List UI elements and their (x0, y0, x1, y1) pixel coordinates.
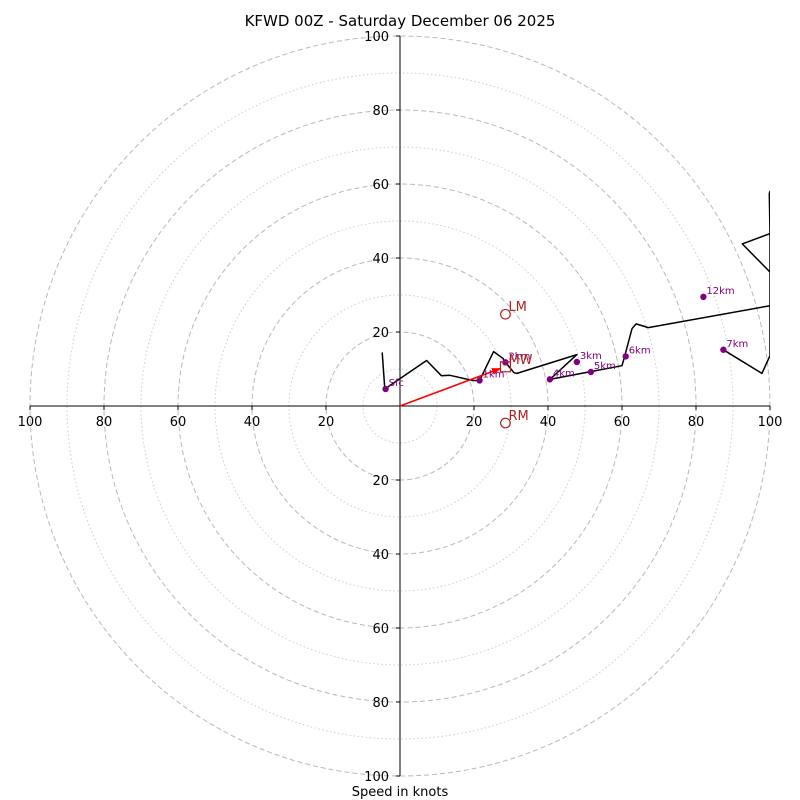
x-tick-label: 100 (18, 415, 43, 430)
storm-motion-mw: MW (499, 353, 533, 373)
y-tick-label: 40 (372, 548, 389, 563)
height-marker-dot (546, 376, 554, 383)
height-marker-dot (382, 385, 389, 393)
tick-labels: 100 100 80 80 60 60 40 40 20 20 20 20 40 40 60 60 80 80 10… (18, 30, 783, 785)
height-marker-label: 2km (508, 351, 530, 362)
hodograph-trace-group (381, 190, 770, 407)
height-marker: 5km (587, 361, 616, 376)
height-marker-dot (720, 346, 727, 353)
height-marker-dot (573, 358, 581, 366)
x-tick-label: 20 (318, 415, 335, 430)
shear-vector (399, 367, 502, 407)
height-marker: 1km (476, 369, 505, 384)
x-tick-label: 40 (540, 415, 557, 430)
storm-motion-label: MW (508, 353, 532, 368)
y-tick-label: 100 (364, 770, 389, 785)
height-marker-label: Sfc (389, 378, 404, 389)
height-marker: Sfc (382, 378, 404, 393)
y-tick-label: 80 (372, 104, 389, 119)
storm-motion-rm: RM (500, 409, 529, 429)
x-axis-label: Speed in knots (352, 785, 449, 800)
height-marker-dot (587, 368, 595, 376)
height-marker-label: 1km (483, 369, 505, 380)
y-tick-label: 20 (372, 326, 389, 341)
height-marker: 3km (573, 351, 602, 366)
height-marker-label: 3km (580, 351, 602, 362)
y-tick-label: 20 (372, 474, 389, 489)
height-marker-label: 4km (553, 368, 575, 379)
y-tick-label: 40 (372, 252, 389, 267)
storm-motions: LM MW RM (499, 300, 533, 429)
x-tick-label: 60 (614, 415, 631, 430)
storm-motion-marker (499, 361, 512, 373)
height-marker-label: 12km (706, 286, 734, 297)
height-marker-dot (700, 293, 707, 301)
storm-motion-label: RM (508, 409, 528, 424)
x-tick-label: 60 (170, 415, 187, 430)
height-marker-dot (622, 353, 629, 360)
height-marker-label: 6km (629, 345, 651, 356)
storm-motion-label: LM (508, 300, 526, 315)
shear-vector-arrowhead (491, 368, 501, 375)
height-marker: 12km (700, 286, 735, 301)
y-tick-label: 60 (372, 622, 389, 637)
height-marker: 6km (622, 345, 651, 360)
y-tick-label: 80 (372, 696, 389, 711)
height-marker-label: 7km (726, 339, 748, 350)
height-marker-label: 5km (594, 361, 616, 372)
x-tick-label: 100 (758, 415, 783, 430)
chart-title: KFWD 00Z - Saturday December 06 2025 (245, 12, 556, 30)
x-tick-label: 20 (466, 415, 483, 430)
x-tick-label: 40 (244, 415, 261, 430)
x-tick-label: 80 (96, 415, 113, 430)
height-marker-dot (476, 377, 483, 384)
storm-motion-marker (500, 417, 511, 429)
height-marker: 4km (546, 368, 575, 383)
storm-motion-marker (500, 308, 511, 320)
height-marker: 7km (720, 339, 748, 353)
storm-motion-lm: LM (500, 300, 527, 320)
y-tick-label: 100 (364, 30, 389, 45)
y-tick-label: 60 (372, 178, 389, 193)
x-tick-label: 80 (688, 415, 705, 430)
